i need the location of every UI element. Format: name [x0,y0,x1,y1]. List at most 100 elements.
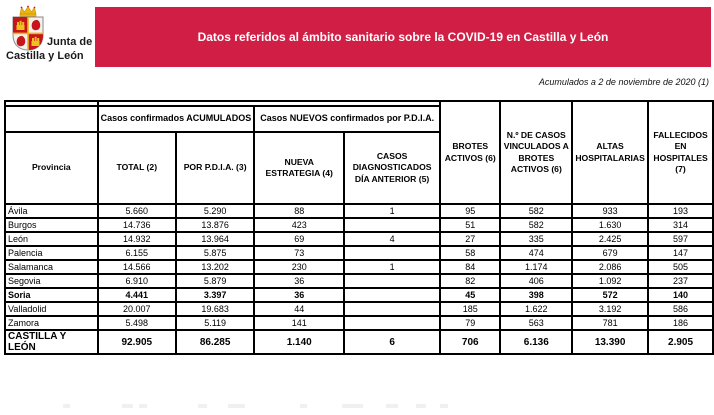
value-cell: 4 [343,231,442,247]
value-cell: 335 [499,231,574,247]
header-spacer-row: BROTES ACTIVOS (6) N.º DE CASOS VINCULAD… [4,100,714,205]
province-cell: Zamora [4,315,99,331]
total-value: 6.136 [499,329,574,355]
value-cell: 51 [439,217,502,233]
value-cell: 597 [647,231,714,247]
value-cell: 58 [439,245,502,261]
col-header-brotes-activos: BROTES ACTIVOS (6) [439,100,502,205]
value-cell: 230 [253,259,346,275]
sub-header-row: Provincia TOTAL (2) POR P.D.I.A. (3) NUE… [4,131,713,205]
value-cell: 6.155 [96,245,177,261]
value-cell: 44 [253,301,346,317]
group-header-nuevos-pdia: Casos NUEVOS confirmados por P.D.I.A. [253,105,442,133]
value-cell [343,245,442,261]
value-cell [343,301,442,317]
value-cell: 73 [253,245,346,261]
value-cell: 95 [439,203,502,219]
value-cell: 36 [253,287,346,303]
col-header-nueva-estrategia: NUEVA ESTRATEGIA (4) [253,131,346,205]
value-cell: 36 [253,273,346,289]
table-row: León 14.932 13.964 69 4 27 335 2.425 597 [4,231,714,247]
value-cell: 474 [499,245,574,261]
value-cell: 5.290 [174,203,256,219]
province-cell: Burgos [4,217,99,233]
value-cell: 582 [499,203,574,219]
total-label: CASTILLA Y LEÓN [4,329,99,355]
province-cell: Soria [4,287,99,303]
total-value: 2.905 [647,329,714,355]
value-cell: 5.498 [96,315,177,331]
logo-text-line1: Junta de [47,36,93,48]
total-value: 13.390 [571,329,650,355]
value-cell: 13.202 [174,259,256,275]
value-cell: 572 [571,287,650,303]
value-cell: 5.875 [174,245,256,261]
table-row: Burgos 14.736 13.876 423 51 582 1.630 314 [4,217,714,233]
value-cell: 1.630 [571,217,650,233]
total-value: 92.905 [96,329,177,355]
value-cell: 5.119 [174,315,256,331]
value-cell: 13.964 [174,231,256,247]
table-row: Salamanca 14.566 13.202 230 1 84 1.174 2.086 505 [4,259,714,275]
value-cell: 237 [647,273,714,289]
value-cell: 3.397 [174,287,256,303]
value-cell: 20.007 [96,301,177,317]
table-row: Zamora 5.498 5.119 141 79 563 781 186 [4,315,714,331]
group-header-row: Casos confirmados ACUMULADOS Casos NUEVO… [4,105,713,133]
value-cell: 5.660 [96,203,177,219]
ghost-cell [4,100,99,107]
covid-table: BROTES ACTIVOS (6) N.º DE CASOS VINCULAD… [4,100,714,355]
value-cell: 2.425 [571,231,650,247]
value-cell: 141 [253,315,346,331]
col-header-altas-hospitalarias: ALTAS HOSPITALARIAS [571,100,650,205]
value-cell: 1.092 [571,273,650,289]
value-cell: 193 [647,203,714,219]
value-cell: 582 [499,217,574,233]
province-cell: Salamanca [4,259,99,275]
value-cell: 14.932 [96,231,177,247]
col-header-por-pdia: POR P.D.I.A. (3) [174,131,256,205]
value-cell: 69 [253,231,346,247]
table-row: Soria 4.441 3.397 36 45 398 572 140 [4,287,714,303]
value-cell: 1.174 [499,259,574,275]
value-cell [343,217,442,233]
value-cell: 84 [439,259,502,275]
ghost-cell [4,105,99,133]
value-cell: 88 [253,203,346,219]
header-gap-cell [96,100,442,107]
value-cell: 505 [647,259,714,275]
value-cell: 679 [571,245,650,261]
table-row: Segovia 6.910 5.879 36 82 406 1.092 237 [4,273,714,289]
banner-title: Datos referidos al ámbito sanitario sobr… [95,7,711,67]
value-cell: 140 [647,287,714,303]
value-cell: 82 [439,273,502,289]
value-cell: 423 [253,217,346,233]
value-cell: 79 [439,315,502,331]
value-cell: 1 [343,203,442,219]
total-value: 86.285 [174,329,256,355]
value-cell: 1 [343,259,442,275]
date-note: Acumulados a 2 de noviembre de 2020 (1) [538,77,709,87]
logo-text-line2: Castilla y León [6,50,84,62]
table-row: Ávila 5.660 5.290 88 1 95 582 933 193 [4,203,714,219]
coat-of-arms-icon [12,5,44,51]
province-cell: Segovia [4,273,99,289]
value-cell: 27 [439,231,502,247]
province-cell: Palencia [4,245,99,261]
value-cell: 185 [439,301,502,317]
total-value: 6 [343,329,442,355]
value-cell: 398 [499,287,574,303]
value-cell: 314 [647,217,714,233]
total-value: 1.140 [253,329,346,355]
value-cell: 933 [571,203,650,219]
value-cell: 13.876 [174,217,256,233]
value-cell: 406 [499,273,574,289]
total-value: 706 [439,329,502,355]
value-cell: 19.683 [174,301,256,317]
total-row: CASTILLA Y LEÓN 92.905 86.285 1.140 6 70… [4,329,714,355]
province-cell: León [4,231,99,247]
cropped-footnote-fragments [0,404,714,410]
value-cell: 5.879 [174,273,256,289]
province-cell: Ávila [4,203,99,219]
